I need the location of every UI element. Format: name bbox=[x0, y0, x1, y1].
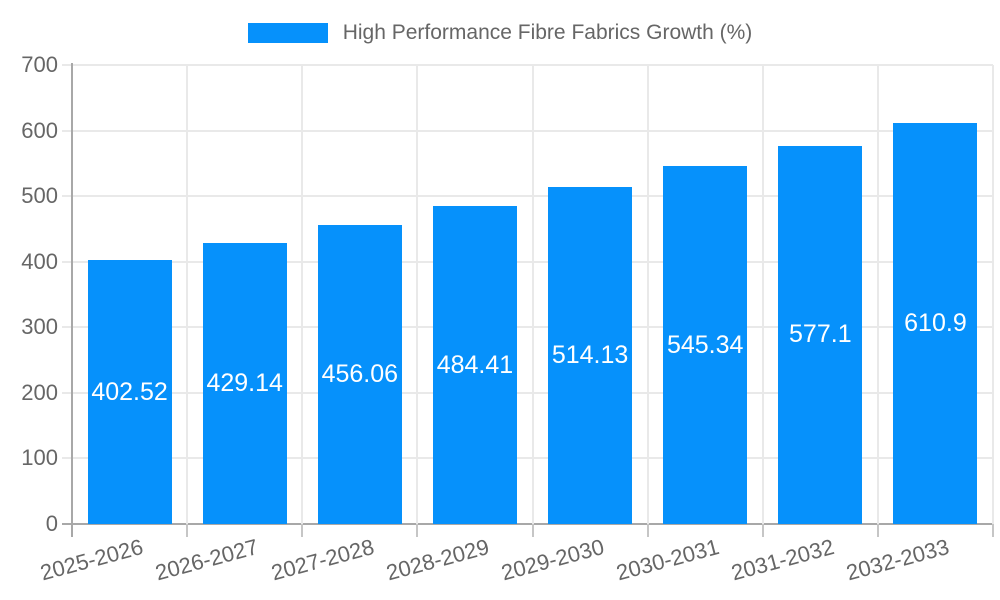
v-gridline bbox=[531, 65, 534, 524]
axis-tick bbox=[186, 524, 189, 537]
v-gridline bbox=[301, 65, 304, 524]
y-axis-label: 400 bbox=[21, 248, 58, 274]
x-axis-label: 2027-2028 bbox=[268, 534, 377, 586]
bar[interactable]: 577.1 bbox=[778, 145, 863, 524]
legend[interactable]: High Performance Fibre Fabrics Growth (%… bbox=[0, 20, 1000, 46]
bar-value-label: 484.41 bbox=[436, 350, 514, 379]
h-gridline bbox=[62, 64, 993, 66]
x-axis-label: 2032-2033 bbox=[843, 534, 952, 586]
legend-swatch bbox=[247, 23, 328, 43]
bar-value-label: 429.14 bbox=[206, 368, 283, 397]
y-axis-label: 200 bbox=[21, 379, 58, 405]
x-axis-label: 2030-2031 bbox=[613, 534, 722, 586]
bar-value-label: 402.52 bbox=[91, 377, 168, 406]
y-axis-label: 0 bbox=[45, 511, 58, 536]
x-axis-label: 2025-2026 bbox=[37, 534, 147, 586]
bar[interactable]: 429.14 bbox=[202, 242, 287, 524]
axis-tick bbox=[71, 524, 73, 537]
y-axis-label: 300 bbox=[21, 314, 58, 340]
v-gridline bbox=[186, 65, 189, 524]
v-gridline bbox=[646, 65, 649, 524]
bar[interactable]: 545.34 bbox=[663, 166, 748, 524]
y-axis-label: 500 bbox=[21, 183, 58, 209]
x-axis-label: 2029-2030 bbox=[498, 534, 607, 586]
bar[interactable]: 402.52 bbox=[87, 260, 172, 524]
legend-label: High Performance Fibre Fabrics Growth (%… bbox=[342, 21, 753, 44]
bar-value-label: 514.13 bbox=[551, 340, 629, 369]
v-gridline bbox=[761, 65, 764, 524]
x-axis-label: 2026-2027 bbox=[153, 534, 262, 586]
y-axis-label: 100 bbox=[21, 445, 58, 471]
x-axis-label: 2028-2029 bbox=[383, 534, 492, 586]
bar-value-label: 456.06 bbox=[321, 359, 399, 388]
v-gridline bbox=[876, 65, 879, 524]
axis-tick bbox=[876, 524, 879, 537]
x-axis-label: 2031-2032 bbox=[728, 534, 837, 586]
bar[interactable]: 610.9 bbox=[893, 123, 978, 524]
bar[interactable]: 484.41 bbox=[432, 206, 517, 524]
bar[interactable]: 456.06 bbox=[317, 224, 402, 524]
bar[interactable]: 514.13 bbox=[548, 186, 633, 524]
y-axis-label: 700 bbox=[21, 52, 58, 77]
axis-tick bbox=[416, 524, 419, 537]
bar-value-label: 545.34 bbox=[666, 330, 744, 359]
y-axis-line bbox=[71, 63, 73, 537]
bar-value-label: 577.1 bbox=[789, 320, 852, 349]
axis-tick bbox=[531, 524, 534, 537]
h-gridline bbox=[62, 129, 993, 132]
axis-tick bbox=[646, 524, 649, 537]
axis-tick bbox=[301, 524, 304, 537]
bar-value-label: 610.9 bbox=[904, 309, 967, 338]
y-axis-label: 600 bbox=[21, 117, 58, 143]
axis-tick bbox=[761, 524, 764, 537]
axis-tick bbox=[992, 524, 994, 537]
v-gridline bbox=[416, 65, 419, 524]
v-gridline bbox=[992, 65, 994, 524]
